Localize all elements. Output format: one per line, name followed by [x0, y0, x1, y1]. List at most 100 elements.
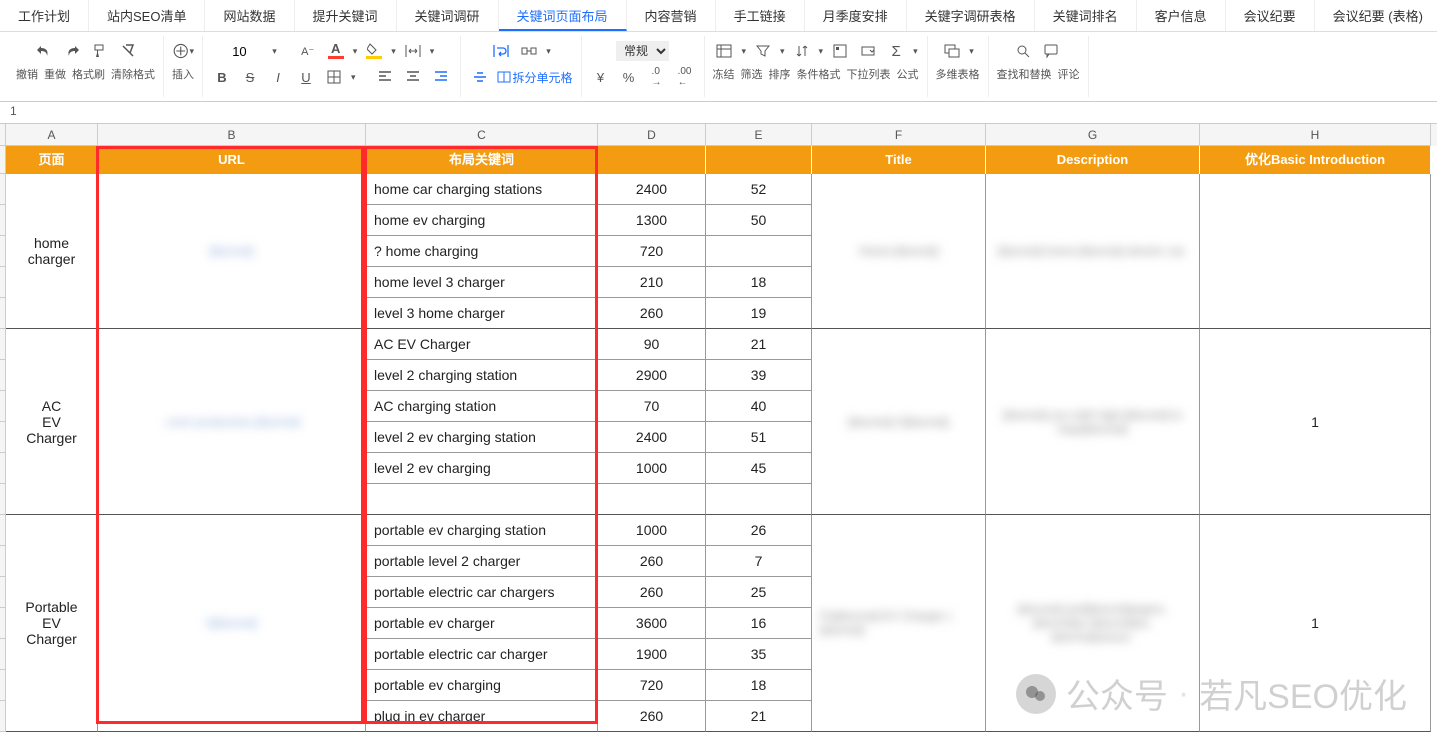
number-format-select[interactable]: 常规	[616, 41, 669, 61]
cell-keyword[interactable]: plug in ev charger	[366, 701, 598, 732]
cell-title[interactable]: [blurred] C[blurred]	[812, 329, 986, 515]
cell-keyword[interactable]: portable level 2 charger	[366, 546, 598, 577]
tab-4[interactable]: 关键词调研	[397, 0, 499, 31]
freeze-button[interactable]	[713, 40, 735, 62]
colhead-d[interactable]: D	[598, 124, 706, 146]
cell-kd[interactable]: 21	[706, 701, 812, 732]
cell-keyword[interactable]: portable electric car charger	[366, 639, 598, 670]
cell-vol[interactable]: 720	[598, 236, 706, 267]
colhead-b[interactable]: B	[98, 124, 366, 146]
underline-button[interactable]: U	[295, 66, 317, 88]
cell-kd[interactable]: 21	[706, 329, 812, 360]
condfmt-button[interactable]	[829, 40, 851, 62]
cell-keyword[interactable]: AC charging station	[366, 391, 598, 422]
cell-vol[interactable]: 90	[598, 329, 706, 360]
cell-intro[interactable]	[1200, 174, 1431, 329]
align-right-button[interactable]	[430, 66, 452, 88]
cell-keyword[interactable]: ? home charging	[366, 236, 598, 267]
insert-button[interactable]: ▾	[172, 40, 194, 62]
cell-title[interactable]: Home [blurred]	[812, 174, 986, 329]
colhead-a[interactable]: A	[6, 124, 98, 146]
cell-kd[interactable]: 26	[706, 515, 812, 546]
clear-format-button[interactable]	[117, 40, 139, 62]
cell-desc[interactable]: [blurred] port[blurred]argers, [blurred]…	[986, 515, 1200, 732]
find-replace-button[interactable]	[1013, 40, 1035, 62]
cell-vol[interactable]: 1000	[598, 515, 706, 546]
colhead-h[interactable]: H	[1200, 124, 1431, 146]
cell-kd[interactable]: 35	[706, 639, 812, 670]
border-button[interactable]	[323, 66, 345, 88]
strike-button[interactable]: S	[239, 66, 261, 88]
colhead-e[interactable]: E	[706, 124, 812, 146]
cell-vol[interactable]: 260	[598, 546, 706, 577]
cell-vol[interactable]	[598, 484, 706, 515]
cell-kd[interactable]: 16	[706, 608, 812, 639]
spreadsheet-grid[interactable]: A B C D E F G H 页面 URL 布局关键词 Title Descr…	[0, 124, 1437, 732]
tab-6[interactable]: 内容营销	[627, 0, 716, 31]
colhead-g[interactable]: G	[986, 124, 1200, 146]
cell-kd[interactable]: 40	[706, 391, 812, 422]
cell-keyword[interactable]: level 3 home charger	[366, 298, 598, 329]
cell-vol[interactable]: 2900	[598, 360, 706, 391]
valign-button[interactable]	[469, 66, 491, 88]
percent-button[interactable]: %	[618, 66, 640, 88]
cell-intro[interactable]: 1	[1200, 329, 1431, 515]
fontsize-input[interactable]	[228, 44, 266, 59]
tab-9[interactable]: 关键字调研表格	[907, 0, 1035, 31]
font-color-button[interactable]: A	[325, 40, 347, 62]
tab-7[interactable]: 手工链接	[716, 0, 805, 31]
comment-button[interactable]	[1041, 40, 1063, 62]
cell-vol[interactable]: 2400	[598, 174, 706, 205]
cell-desc[interactable]: [blurred] you with high-[blurred] to inq…	[986, 329, 1200, 515]
cell-vol[interactable]: 260	[598, 298, 706, 329]
formula-button[interactable]: Σ	[885, 40, 907, 62]
cell-vol[interactable]: 2400	[598, 422, 706, 453]
cell-vol[interactable]: 1900	[598, 639, 706, 670]
redo-button[interactable]	[61, 40, 83, 62]
fontsize-dec-button[interactable]: A⁻	[297, 40, 319, 62]
cell-keyword[interactable]: portable ev charging	[366, 670, 598, 701]
tab-0[interactable]: 工作计划	[0, 0, 89, 31]
cell-keyword[interactable]: home car charging stations	[366, 174, 598, 205]
cell-vol[interactable]: 1000	[598, 453, 706, 484]
fill-color-button[interactable]	[363, 40, 385, 62]
cell-kd[interactable]: 7	[706, 546, 812, 577]
dec-dec-button[interactable]: .00←	[674, 66, 696, 88]
cell-keyword[interactable]: level 2 ev charging	[366, 453, 598, 484]
table-row[interactable]: homecharger[blurred]home car charging st…	[0, 174, 1437, 205]
formula-bar[interactable]: 1	[0, 102, 1437, 124]
undo-button[interactable]	[33, 40, 55, 62]
wrap-button[interactable]	[490, 40, 512, 62]
cell-vol[interactable]: 210	[598, 267, 706, 298]
tab-10[interactable]: 关键词排名	[1035, 0, 1137, 31]
cell-vol[interactable]: 3600	[598, 608, 706, 639]
cell-keyword[interactable]: home level 3 charger	[366, 267, 598, 298]
cell-vol[interactable]: 70	[598, 391, 706, 422]
cell-vol[interactable]: 260	[598, 701, 706, 732]
cell-kd[interactable]: 45	[706, 453, 812, 484]
cell-kd[interactable]: 19	[706, 298, 812, 329]
cell-vol[interactable]: 1300	[598, 205, 706, 236]
align-center-button[interactable]	[402, 66, 424, 88]
tab-2[interactable]: 网站数据	[205, 0, 294, 31]
bold-button[interactable]: B	[211, 66, 233, 88]
format-painter-button[interactable]	[89, 40, 111, 62]
cell-keyword[interactable]: portable ev charger	[366, 608, 598, 639]
split-cell-button[interactable]: 拆分单元格	[497, 66, 573, 88]
cell-title[interactable]: Po[blurred] EV Charger | [blurred]	[812, 515, 986, 732]
filter-button[interactable]	[752, 40, 774, 62]
multitable-button[interactable]	[941, 40, 963, 62]
cell-vol[interactable]: 720	[598, 670, 706, 701]
merge-button[interactable]	[518, 40, 540, 62]
cell-kd[interactable]	[706, 484, 812, 515]
cell-keyword[interactable]: portable ev charging station	[366, 515, 598, 546]
cell-kd[interactable]: 25	[706, 577, 812, 608]
tab-12[interactable]: 会议纪要	[1226, 0, 1315, 31]
colhead-c[interactable]: C	[366, 124, 598, 146]
cell-kd[interactable]: 18	[706, 670, 812, 701]
currency-button[interactable]: ¥	[590, 66, 612, 88]
column-width-button[interactable]	[402, 40, 424, 62]
tab-3[interactable]: 提升关键词	[295, 0, 397, 31]
cell-kd[interactable]: 52	[706, 174, 812, 205]
cell-kd[interactable]: 39	[706, 360, 812, 391]
